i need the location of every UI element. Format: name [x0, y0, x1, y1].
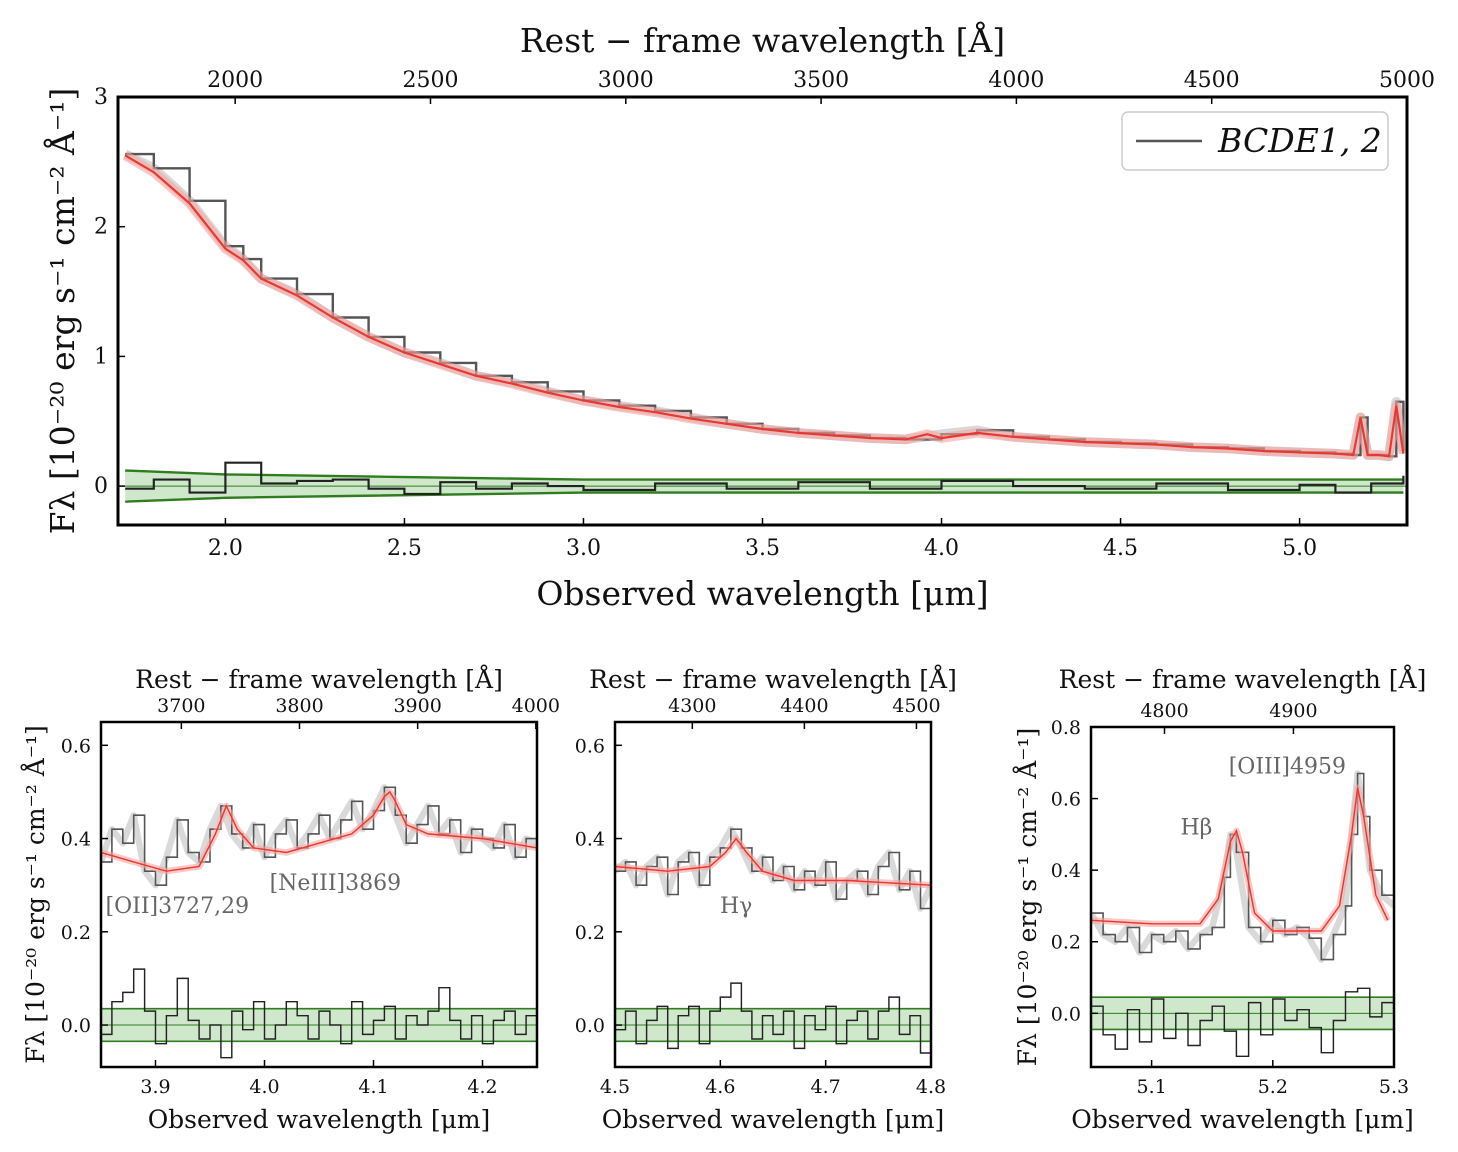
legend: BCDE1, 2 — [1121, 111, 1389, 171]
top-tick-label: 4500 — [1184, 68, 1240, 93]
y-tick-label: 3 — [94, 85, 108, 110]
legend-label: BCDE1, 2 — [1217, 121, 1382, 160]
x-tick-label: 4.8 — [916, 1076, 946, 1098]
y-tick-label: 0.0 — [575, 1015, 605, 1037]
spectrum-line — [615, 828, 931, 910]
x-tick-label: 3.5 — [745, 536, 780, 561]
y-tick-label: 0.2 — [575, 922, 605, 944]
x-tick-label: 5.3 — [1379, 1076, 1409, 1098]
top-tick-label: 4800 — [1140, 700, 1188, 722]
x-axis-title: Observed wavelength [μm] — [148, 1105, 491, 1134]
top-axis-title: Rest − frame wavelength [Å] — [135, 664, 503, 694]
y-tick-label: 0.6 — [1051, 789, 1081, 811]
plot-area — [615, 826, 931, 1054]
y-tick-label: 0.4 — [61, 829, 91, 851]
error-band-upper — [125, 469, 1404, 481]
plot-area — [1091, 770, 1394, 1058]
model-line — [1091, 787, 1389, 932]
axes-frame — [613, 720, 933, 1069]
top-tick-label: 5000 — [1379, 68, 1435, 93]
x-tick-label: 5.2 — [1258, 1076, 1288, 1098]
model-line — [615, 837, 931, 886]
x-tick-label: 3.0 — [566, 536, 601, 561]
top-axis-title: Rest − frame wavelength [Å] — [1059, 664, 1427, 694]
line-annotation: [OIII]4959 — [1229, 755, 1346, 780]
x-tick-label: 4.1 — [358, 1076, 388, 1098]
y-tick-label: 0.4 — [575, 829, 605, 851]
model-shade — [122, 151, 1407, 462]
y-tick-label: 0.6 — [61, 735, 91, 757]
top-tick-label: 3700 — [157, 695, 205, 717]
top-tick-label: 4900 — [1269, 700, 1317, 722]
x-tick-label: 4.6 — [705, 1076, 735, 1098]
y-tick-label: 0.8 — [1051, 717, 1081, 739]
y-tick-label: 2 — [94, 215, 108, 240]
y-tick-label: 1 — [94, 344, 108, 369]
y-axis-title: Fλ [10⁻²⁰ erg s⁻¹ cm⁻² Å⁻¹] — [1012, 728, 1042, 1066]
x-tick-label: 4.0 — [249, 1076, 279, 1098]
x-axis-title: Observed wavelength [μm] — [602, 1105, 945, 1134]
spectrum-line — [1091, 772, 1394, 961]
line-annotation: Hγ — [720, 894, 752, 919]
x-tick-label: 2.5 — [387, 536, 422, 561]
top-tick-label: 3000 — [598, 68, 654, 93]
panel-bottom-right: 5.1 5.2 5.3 0.0 0.2 0.4 0.6 0.8 4800 4900 Rest − f… — [1012, 664, 1426, 1134]
y-tick-label: 0.6 — [575, 735, 605, 757]
y-tick-label: 0.2 — [61, 922, 91, 944]
top-tick-label: 2000 — [207, 68, 263, 93]
x-tick-label: 3.9 — [140, 1076, 170, 1098]
residual-line — [125, 461, 1405, 495]
model-line — [101, 790, 537, 872]
y-tick-label: 0 — [94, 474, 108, 499]
residual-line — [615, 982, 931, 1054]
top-tick-label: 4000 — [512, 695, 560, 717]
panel-bottom-middle: 4.5 4.6 4.7 4.8 0.0 0.2 0.4 0.6 4300 4400 4500Rest… — [575, 664, 957, 1134]
legend-box — [1121, 111, 1389, 171]
y-tick-label: 0.0 — [1051, 1003, 1081, 1025]
y-tick-label: 0.4 — [1051, 860, 1081, 882]
x-tick-label: 4.7 — [811, 1076, 841, 1098]
spectrum-line — [101, 786, 537, 887]
x-tick-label: 5.0 — [1282, 536, 1317, 561]
x-tick-label: 4.0 — [924, 536, 959, 561]
y-axis-title: Fλ [10⁻²⁰ erg s⁻¹ cm⁻² Å⁻¹] — [42, 88, 82, 535]
top-tick-label: 4400 — [780, 695, 828, 717]
top-tick-label: 4500 — [892, 695, 940, 717]
x-tick-label: 5.1 — [1136, 1076, 1166, 1098]
x-tick-label: 4.5 — [1103, 536, 1138, 561]
x-axis-title: Observed wavelength [μm] — [536, 574, 988, 613]
plot-area — [101, 784, 537, 1059]
line-annotation: Hβ — [1180, 815, 1212, 840]
top-tick-label: 3800 — [275, 695, 323, 717]
top-tick-label: 3900 — [393, 695, 441, 717]
residual-line — [101, 968, 537, 1059]
panel-bottom-left: 3.9 4.0 4.1 4.2 0.0 0.2 0.4 0.6 3700 3800 3900 4000… — [20, 664, 560, 1134]
error-band-lower — [125, 491, 1404, 503]
top-tick-label: 3500 — [793, 68, 849, 93]
top-axis-title: Rest − frame wavelength [Å] — [520, 20, 1005, 60]
x-axis-title: Observed wavelength [μm] — [1071, 1105, 1414, 1134]
y-tick-label: 0.0 — [61, 1015, 91, 1037]
x-tick-label: 4.2 — [467, 1076, 497, 1098]
x-tick-label: 4.5 — [600, 1076, 630, 1098]
top-tick-label: 2500 — [402, 68, 458, 93]
top-tick-label: 4000 — [988, 68, 1044, 93]
x-tick-label: 2.0 — [208, 536, 243, 561]
axes-frame — [1089, 725, 1396, 1069]
plot-area — [118, 149, 1407, 503]
axes-frame — [99, 720, 539, 1069]
y-tick-label: 0.2 — [1051, 932, 1081, 954]
line-annotation: [OII]3727,29 — [106, 894, 250, 919]
top-axis-title: Rest − frame wavelength [Å] — [589, 664, 957, 694]
top-tick-label: 4300 — [668, 695, 716, 717]
panel-main: 2.0 2.5 3.0 3.5 4.0 4.5 5.0 0 1 2 3 2000 2500 3000 350… — [42, 20, 1435, 613]
line-annotation: [NeIII]3869 — [270, 871, 402, 896]
model-line — [124, 154, 1405, 458]
residual-line — [1091, 977, 1394, 1058]
y-axis-title: Fλ [10⁻²⁰ erg s⁻¹ cm⁻² Å⁻¹] — [20, 725, 50, 1063]
